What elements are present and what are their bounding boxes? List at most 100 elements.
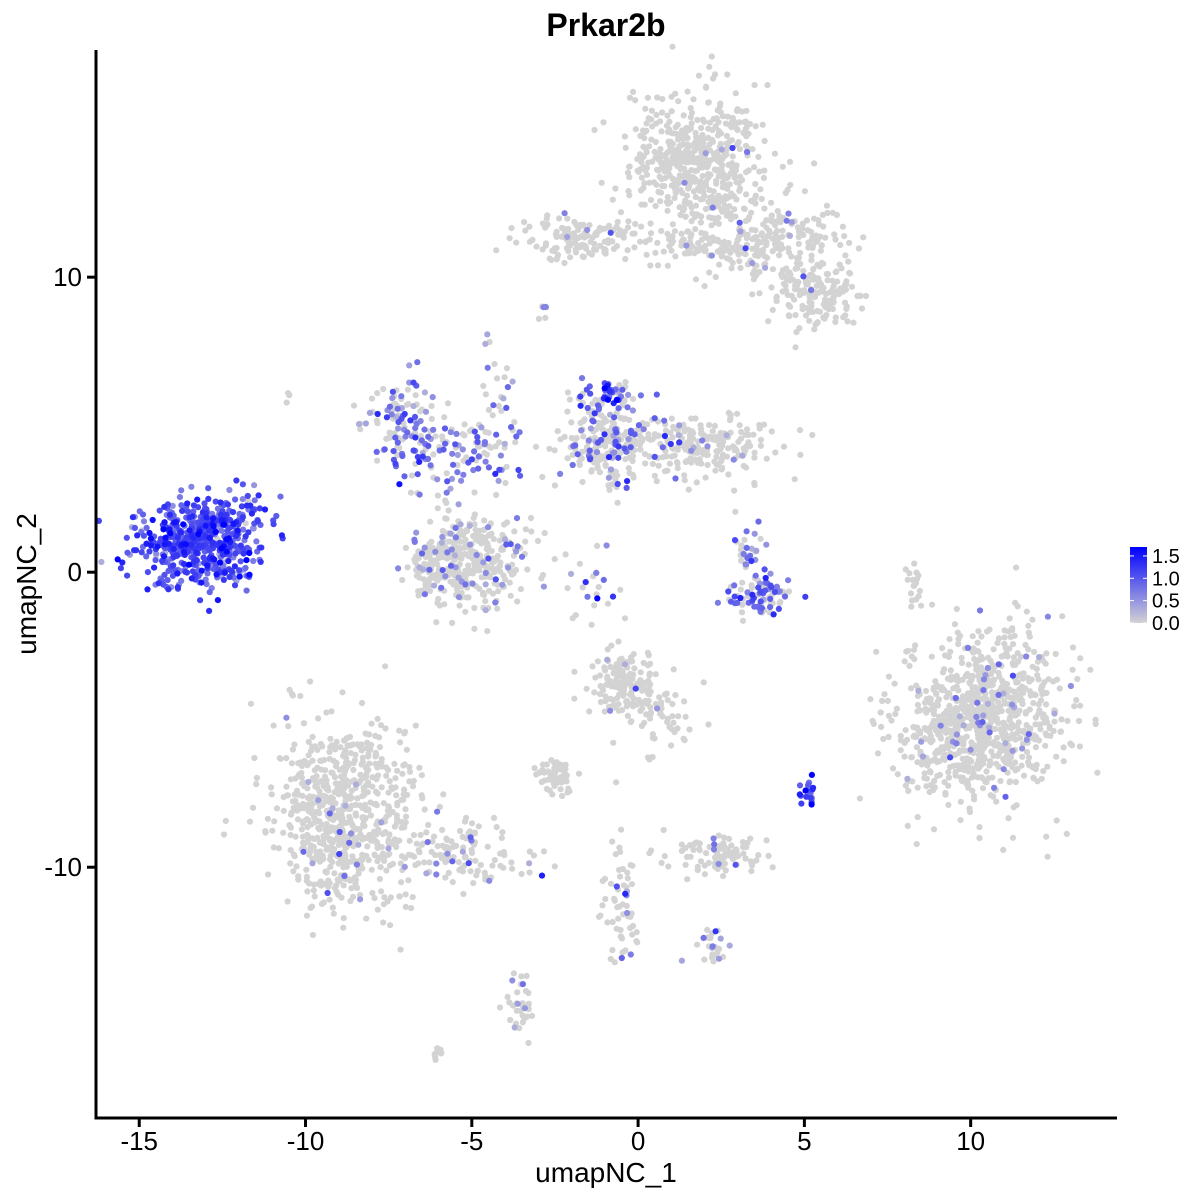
cell-point [869,717,876,725]
cell-point [715,461,722,468]
cell-point [318,900,326,908]
cell-point [591,245,598,253]
cell-point [626,192,633,199]
cell-point [781,593,789,600]
cell-point [514,543,521,550]
cell-point [739,601,746,608]
cell-point [485,464,492,471]
cell-point [497,559,504,566]
cell-point [621,228,628,235]
cell-point [749,198,757,205]
cell-point [551,482,559,489]
cell-point [416,491,423,498]
cell-point [1020,740,1027,747]
cell-point [356,743,363,750]
cell-point [368,395,376,402]
cell-point [433,1050,440,1057]
cell-point [698,229,705,236]
cell-point [942,789,949,797]
cell-point [363,915,370,922]
cell-point [765,318,772,325]
cell-point [1023,722,1030,729]
cell-point [618,954,625,962]
cell-point [335,891,342,898]
cell-point [889,765,897,772]
cell-point [604,919,611,926]
cell-point [1011,723,1018,730]
cell-point [740,205,748,212]
cell-point [613,883,620,890]
cell-point [461,818,469,825]
cell-point [1002,644,1009,652]
cell-point [628,881,636,888]
cell-point [433,619,440,626]
cell-point [700,679,707,686]
cell-point [415,555,422,562]
cell-point [956,713,963,720]
cell-point [539,473,546,481]
cell-point [564,215,571,222]
cell-point [347,897,354,905]
cell-point [592,674,599,681]
cell-point [659,454,666,461]
cell-point [724,255,731,262]
cell-point [503,463,510,470]
cell-point [466,522,473,529]
cell-point [415,847,422,854]
cell-point [396,727,403,734]
cell-point [327,863,334,871]
cell-point [433,860,440,867]
cell-point [955,636,962,643]
cell-point [1031,648,1038,656]
cell-point [717,445,724,453]
cell-point [735,245,742,252]
cell-point [401,761,408,768]
cell-point [372,753,379,760]
cell-point [376,875,383,883]
cell-point [1009,731,1016,738]
cell-point [316,788,323,795]
cell-point [614,701,621,708]
cell-point [615,707,623,714]
cell-point [724,71,731,78]
cell-point [631,230,638,237]
cell-point [328,708,335,715]
cell-point [980,712,987,719]
cell-point [841,299,849,306]
cell-point [1006,724,1013,731]
cell-point [449,879,456,886]
cell-point [627,444,634,451]
cell-point [307,904,314,912]
cell-point [380,901,387,908]
cell-point [526,860,533,867]
cell-point [862,292,870,300]
cell-point [342,802,349,809]
cell-point [558,233,565,240]
cell-point [298,826,305,833]
cell-point [326,748,333,756]
cell-point [957,774,964,781]
cell-point [521,219,528,226]
cell-point [991,784,998,791]
cell-point [340,860,347,867]
cell-point [518,553,526,560]
cell-point [385,789,392,796]
cell-point [579,478,586,486]
cell-point [692,456,699,463]
cell-point [607,955,614,963]
cell-point [493,491,500,499]
cell-point [660,248,667,255]
cell-point [613,429,620,436]
cell-point [421,389,428,396]
cell-point [597,698,605,706]
cell-point [447,429,454,436]
cell-point [315,852,322,860]
cell-point [681,172,688,179]
cell-point [1030,700,1037,707]
cell-point [489,412,496,419]
cell-point [829,285,836,292]
cell-point [620,882,628,889]
cell-point [610,739,617,746]
cell-point [892,710,899,718]
cell-point [948,728,955,735]
